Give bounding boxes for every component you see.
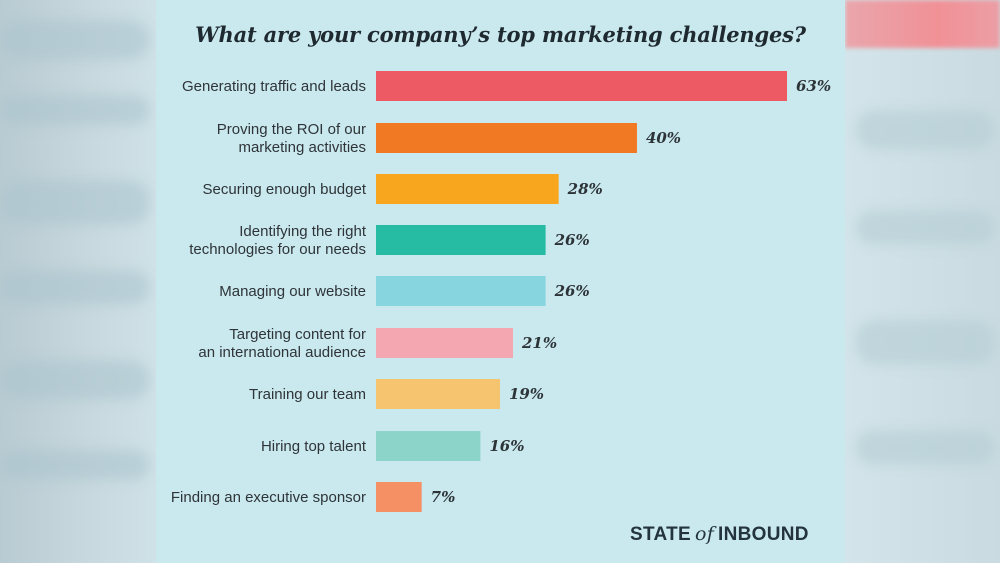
- bar-training-our-team: [376, 379, 500, 409]
- value-label-managing-our-website: 26%: [554, 282, 590, 300]
- value-label-finding-an-executive-sponsor: 7%: [431, 488, 456, 506]
- category-label-training-our-team: Training our team: [249, 386, 366, 403]
- bar-targeting-content-for-an-international-audience: [376, 328, 513, 358]
- value-label-securing-enough-budget: 28%: [567, 180, 603, 198]
- category-label-identifying-the-right-technologies-for-our-needs: Identifying the right: [239, 223, 367, 240]
- brand-word-state: STATE: [630, 524, 691, 545]
- bar-securing-enough-budget: [376, 174, 559, 204]
- category-label-targeting-content-for-an-international-audience: Targeting content for: [229, 326, 366, 343]
- category-label-targeting-content-for-an-international-audience: an international audience: [198, 344, 366, 361]
- bar-chart: Generating traffic and leads 63% Proving t…: [171, 71, 831, 512]
- category-label-identifying-the-right-technologies-for-our-needs: technologies for our needs: [189, 241, 366, 258]
- bar-identifying-the-right-technologies-for-our-needs: [376, 225, 546, 255]
- bar-managing-our-website: [376, 276, 546, 306]
- value-label-training-our-team: 19%: [509, 385, 544, 403]
- bar-hiring-top-talent: [376, 431, 481, 461]
- category-label-managing-our-website: Managing our website: [219, 283, 366, 300]
- brand-word-of: of: [694, 523, 715, 545]
- value-label-generating-traffic-and-leads: 63%: [796, 77, 831, 95]
- value-label-identifying-the-right-technologies-for-our-needs: 26%: [554, 231, 590, 249]
- infographic-panel: What are your company’s top marketing ch…: [156, 0, 845, 563]
- bar-proving-the-roi-of-our-marketing-activities: [376, 123, 637, 153]
- brand-logo: STATE of INBOUND: [630, 523, 809, 546]
- value-label-proving-the-roi-of-our-marketing-activities: 40%: [646, 129, 681, 147]
- category-label-finding-an-executive-sponsor: Finding an executive sponsor: [171, 489, 366, 506]
- value-label-targeting-content-for-an-international-audience: 21%: [521, 334, 557, 352]
- background-right: [845, 0, 1000, 563]
- category-label-securing-enough-budget: Securing enough budget: [203, 181, 367, 198]
- category-label-proving-the-roi-of-our-marketing-activities: Proving the ROI of our: [217, 121, 366, 138]
- value-label-hiring-top-talent: 16%: [489, 437, 524, 455]
- bar-generating-traffic-and-leads: [376, 71, 787, 101]
- category-label-generating-traffic-and-leads: Generating traffic and leads: [182, 78, 366, 95]
- background-left: [0, 0, 156, 563]
- brand-word-inbound: INBOUND: [718, 524, 809, 545]
- bar-finding-an-executive-sponsor: [376, 482, 422, 512]
- chart-title: What are your company’s top marketing ch…: [195, 22, 806, 47]
- category-label-proving-the-roi-of-our-marketing-activities: marketing activities: [238, 139, 366, 156]
- category-label-hiring-top-talent: Hiring top talent: [261, 438, 367, 455]
